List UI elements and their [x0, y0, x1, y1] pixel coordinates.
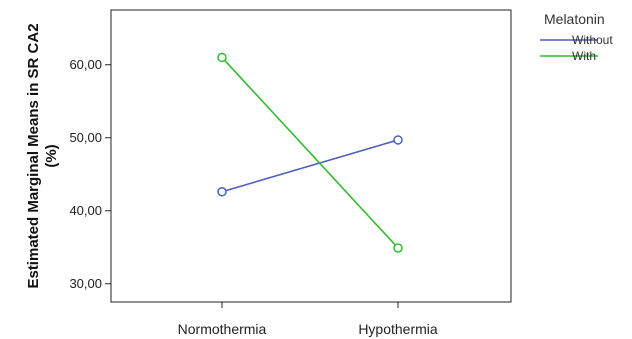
x-tick-label: Normothermia — [178, 321, 267, 337]
series-line-with — [221, 56, 399, 249]
x-tick-label: Hypothermia — [358, 321, 438, 337]
data-point-with — [393, 243, 403, 253]
y-tick-label: 30,00 — [69, 276, 102, 291]
data-point-without — [393, 135, 403, 145]
y-axis-title-line1: Estimated Marginal Means in SR CA2 — [25, 23, 42, 288]
legend-label-without: Without — [572, 33, 613, 47]
legend-title: Melatonin — [544, 11, 605, 27]
plot-frame — [110, 9, 512, 303]
y-tick-label: 40,00 — [69, 203, 102, 218]
y-axis-title-line2: (%) — [43, 144, 60, 167]
data-point-with — [217, 52, 227, 63]
x-axis: Normothermia Hypothermia — [178, 302, 438, 337]
legend: Melatonin Without With — [540, 11, 613, 63]
series-line-without — [221, 139, 399, 193]
data-point-without — [217, 187, 227, 197]
series-layer — [217, 52, 403, 253]
y-axis: 30,00 40,00 50,00 60,00 — [69, 57, 111, 291]
y-axis-title: Estimated Marginal Means in SR CA2 (%) — [25, 23, 60, 288]
legend-label-with: With — [572, 49, 596, 63]
y-tick-label: 50,00 — [69, 130, 102, 145]
y-tick-label: 60,00 — [69, 57, 102, 72]
